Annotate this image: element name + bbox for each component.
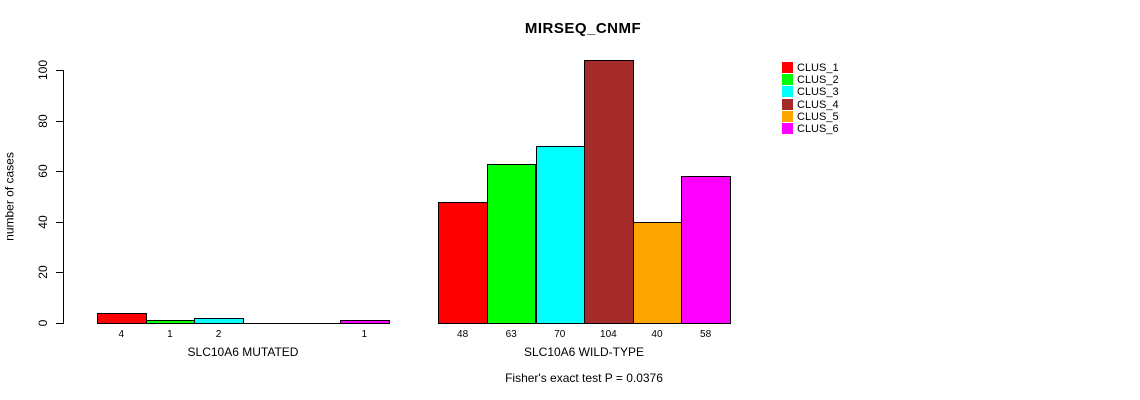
y-axis-line [63, 70, 64, 324]
bar-value-label: 40 [651, 329, 663, 340]
bar-value-label: 63 [505, 329, 517, 340]
y-tick-label: 80 [36, 113, 50, 128]
bar-group2-clus_3 [535, 146, 586, 324]
group-label-mutated: SLC10A6 MUTATED [187, 345, 299, 359]
bar-group1-clus_2 [145, 320, 196, 324]
chart-title: MIRSEQ_CNMF [524, 20, 642, 37]
y-tick [56, 171, 63, 173]
legend-swatch-clus_1 [782, 62, 793, 73]
y-tick-label: 0 [36, 319, 50, 327]
y-tick [56, 120, 63, 122]
legend-label-clus_3: CLUS_3 [797, 86, 839, 99]
y-tick [56, 323, 63, 324]
bar-group1-clus_1 [97, 313, 147, 324]
bar-value-label: 48 [457, 329, 469, 340]
legend-label-clus_6: CLUS_6 [797, 123, 839, 135]
y-tick [56, 272, 63, 274]
bar-group2-clus_5 [632, 222, 683, 324]
bar-value-label: 1 [361, 329, 368, 340]
legend-swatch-clus_6 [782, 123, 793, 134]
y-tick-label: 40 [36, 215, 50, 229]
y-tick [56, 70, 63, 71]
y-tick-label: 60 [36, 164, 50, 178]
bar-value-label: 104 [600, 329, 617, 340]
y-tick [56, 221, 63, 223]
y-tick-label: 100 [36, 59, 50, 81]
legend-label-clus_4: CLUS_4 [797, 98, 839, 111]
bar-value-label: 1 [167, 329, 173, 340]
y-tick-label: 20 [36, 265, 50, 280]
bar-value-label: 4 [118, 329, 125, 340]
fisher-test-annotation: Fisher's exact test P = 0.0376 [505, 371, 663, 385]
bar-group1-clus_6 [340, 320, 390, 324]
bar-group2-clus_2 [486, 164, 537, 324]
bar-value-label: 58 [700, 329, 712, 340]
bar-group2-clus_6 [681, 176, 731, 324]
bar-group2-clus_1 [438, 202, 488, 324]
legend-swatch-clus_2 [782, 74, 793, 86]
legend-label-clus_2: CLUS_2 [797, 74, 839, 87]
legend-label-clus_1: CLUS_1 [797, 62, 839, 74]
bar-group1-clus_3 [194, 318, 244, 324]
legend-label-clus_5: CLUS_5 [797, 110, 839, 123]
bar-value-label: 2 [215, 329, 222, 340]
bar-group2-clus_4 [584, 60, 634, 324]
legend-swatch-clus_4 [782, 98, 793, 110]
y-axis-label: number of cases [2, 152, 17, 241]
legend-swatch-clus_3 [782, 86, 793, 98]
bar-value-label: 70 [554, 329, 566, 340]
group-label-wild-type: SLC10A6 WILD-TYPE [523, 345, 645, 359]
legend-swatch-clus_5 [782, 110, 793, 122]
